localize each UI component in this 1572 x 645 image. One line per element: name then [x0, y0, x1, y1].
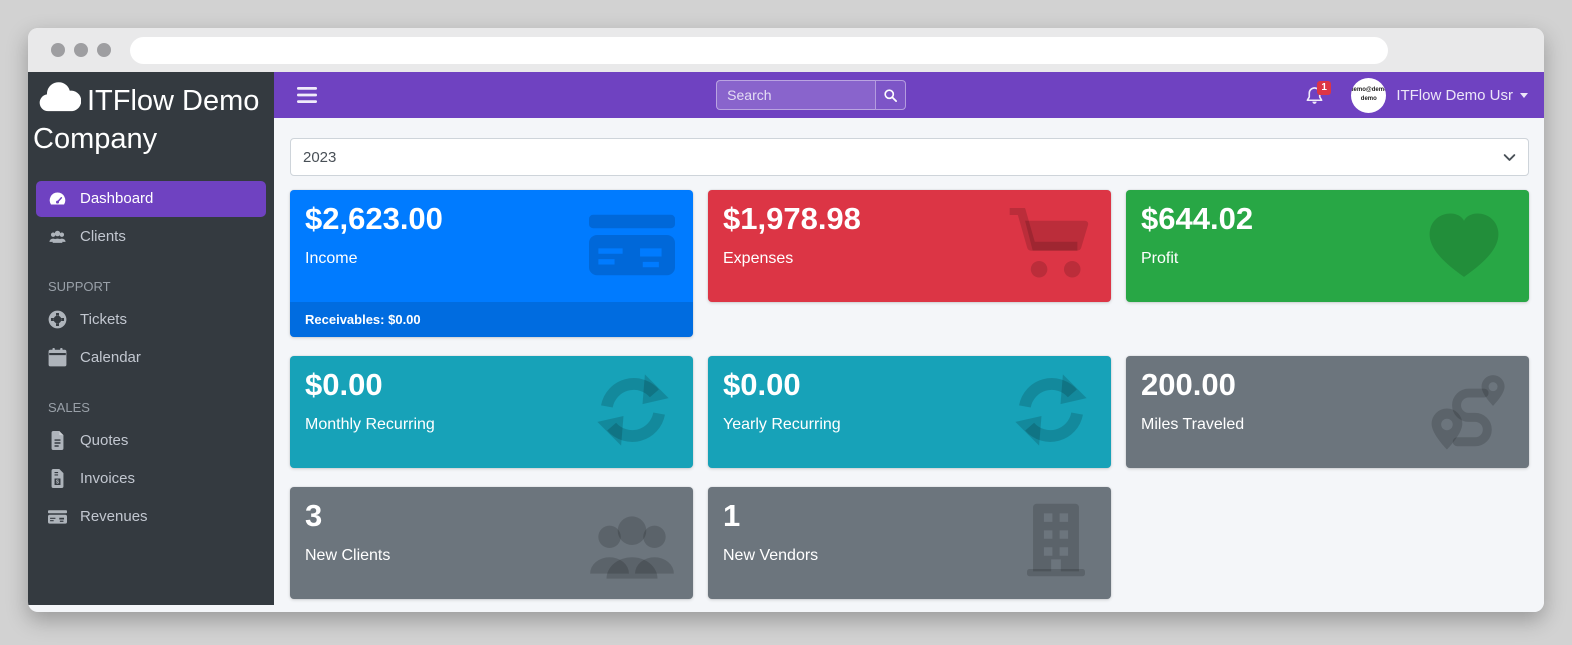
stat-card-yearly-recurring[interactable]: $0.00 Yearly Recurring — [708, 356, 1111, 468]
sidebar-item-label: Invoices — [80, 470, 136, 488]
stat-value: $2,623.00 — [305, 201, 443, 236]
life-ring-icon — [48, 310, 67, 329]
sidebar: ITFlow Demo Company Dashboard Clients SU… — [28, 72, 274, 605]
window-control-dot[interactable] — [74, 43, 88, 57]
search-form — [716, 80, 907, 110]
stat-value: $1,978.98 — [723, 201, 861, 236]
notifications-button[interactable]: 1 — [1305, 80, 1331, 105]
window-control-dot[interactable] — [51, 43, 65, 57]
stat-label: Yearly Recurring — [723, 416, 841, 433]
stat-value: 200.00 — [1141, 367, 1236, 402]
avatar: demo@demo demo — [1351, 77, 1387, 113]
search-input[interactable] — [716, 80, 876, 110]
stat-card-body: $0.00 Monthly Recurring — [290, 356, 693, 468]
stat-label: Income — [305, 250, 358, 267]
users-icon — [48, 227, 67, 246]
stat-card-body: $2,623.00 Income — [290, 190, 693, 302]
hamburger-icon[interactable] — [297, 87, 317, 103]
window-controls[interactable] — [51, 43, 111, 57]
sidebar-section-sales: SALES — [48, 399, 90, 415]
sidebar-item-label: Clients — [80, 228, 126, 246]
dashboard-content: 2023 $2,623.00 Income Receivables: $0.00 — [274, 118, 1544, 612]
gauge-icon — [48, 189, 67, 208]
avatar-text: demo — [1360, 96, 1377, 102]
sidebar-item-quotes[interactable]: Quotes — [36, 423, 266, 459]
stat-value: 3 — [305, 498, 323, 533]
stat-label: Miles Traveled — [1141, 416, 1245, 433]
file-invoice-dollar-icon — [48, 469, 67, 488]
sidebar-item-tickets[interactable]: Tickets — [36, 302, 266, 338]
year-filter: 2023 — [290, 138, 1529, 176]
stat-value: 1 — [723, 498, 741, 533]
user-menu[interactable]: demo@demo demo ITFlow Demo Usr — [1351, 77, 1528, 113]
magnifier-icon — [883, 88, 898, 103]
user-name: ITFlow Demo Usr — [1396, 86, 1513, 104]
stat-card-profit[interactable]: $644.02 Profit — [1126, 190, 1529, 302]
stat-card-new-vendors[interactable]: 1 New Vendors — [708, 487, 1111, 599]
browser-chrome — [28, 28, 1544, 72]
sidebar-item-clients[interactable]: Clients — [36, 219, 266, 255]
sidebar-item-label: Calendar — [80, 349, 141, 367]
stat-value: $644.02 — [1141, 201, 1254, 236]
stat-card-new-clients[interactable]: 3 New Clients — [290, 487, 693, 599]
stats-grid: $2,623.00 Income Receivables: $0.00 $1,9… — [290, 190, 1529, 599]
cloud-icon — [33, 82, 81, 114]
stat-card-body: 3 New Clients — [290, 487, 693, 599]
stat-value: $0.00 — [305, 367, 383, 402]
sidebar-item-dashboard[interactable]: Dashboard — [36, 180, 266, 217]
stat-label: New Clients — [305, 547, 391, 564]
stat-card-miles-traveled[interactable]: 200.00 Miles Traveled — [1126, 356, 1529, 468]
sidebar-item-revenues[interactable]: Revenues — [36, 499, 266, 535]
file-alt-icon — [48, 431, 67, 450]
stat-card-expenses[interactable]: $1,978.98 Expenses — [708, 190, 1111, 302]
stat-card-body: $0.00 Yearly Recurring — [708, 356, 1111, 468]
stat-label: Expenses — [723, 250, 794, 267]
sidebar-item-label: Dashboard — [80, 190, 154, 208]
browser-window: ITFlow Demo Company Dashboard Clients SU… — [28, 28, 1544, 612]
stat-value: $0.00 — [723, 367, 801, 402]
navbar-right: 1 demo@demo demo ITFlow Demo Usr — [1305, 77, 1528, 113]
address-bar[interactable] — [130, 36, 1388, 64]
stat-card-body: 200.00 Miles Traveled — [1126, 356, 1529, 468]
credit-card-icon — [48, 507, 67, 526]
caret-down-icon — [1520, 92, 1528, 98]
brand-label: ITFlow Demo Company — [33, 85, 260, 156]
sidebar-section-support: SUPPORT — [48, 278, 111, 294]
top-navbar: 1 demo@demo demo ITFlow Demo Usr — [274, 72, 1544, 118]
app-root: ITFlow Demo Company Dashboard Clients SU… — [28, 72, 1544, 612]
window-control-dot[interactable] — [97, 43, 111, 57]
avatar-text: demo@demo — [1351, 87, 1387, 93]
stat-label: Monthly Recurring — [305, 416, 435, 433]
stat-card-monthly-recurring[interactable]: $0.00 Monthly Recurring — [290, 356, 693, 468]
stat-card-income[interactable]: $2,623.00 Income Receivables: $0.00 — [290, 190, 693, 337]
main-area: 1 demo@demo demo ITFlow Demo Usr — [274, 72, 1544, 612]
sidebar-item-calendar[interactable]: Calendar — [36, 340, 266, 376]
stat-card-body: 1 New Vendors — [708, 487, 1111, 599]
stat-card-body: $1,978.98 Expenses — [708, 190, 1111, 302]
stat-card-body: $644.02 Profit — [1126, 190, 1529, 302]
search-button[interactable] — [875, 80, 907, 110]
brand-link[interactable]: ITFlow Demo Company — [28, 72, 274, 165]
sidebar-item-label: Quotes — [80, 432, 129, 450]
stat-label: Profit — [1141, 250, 1179, 267]
stat-label: New Vendors — [723, 547, 819, 564]
sidebar-item-label: Tickets — [80, 311, 127, 329]
year-select[interactable]: 2023 — [290, 138, 1529, 176]
sidebar-item-invoices[interactable]: Invoices — [36, 461, 266, 497]
sidebar-item-label: Revenues — [80, 508, 148, 526]
sidebar-nav: Dashboard Clients SUPPORT Tickets Calend… — [28, 180, 274, 535]
notification-badge: 1 — [1317, 80, 1331, 95]
calendar-icon — [48, 348, 67, 367]
receivables-link[interactable]: Receivables: $0.00 — [290, 302, 693, 337]
